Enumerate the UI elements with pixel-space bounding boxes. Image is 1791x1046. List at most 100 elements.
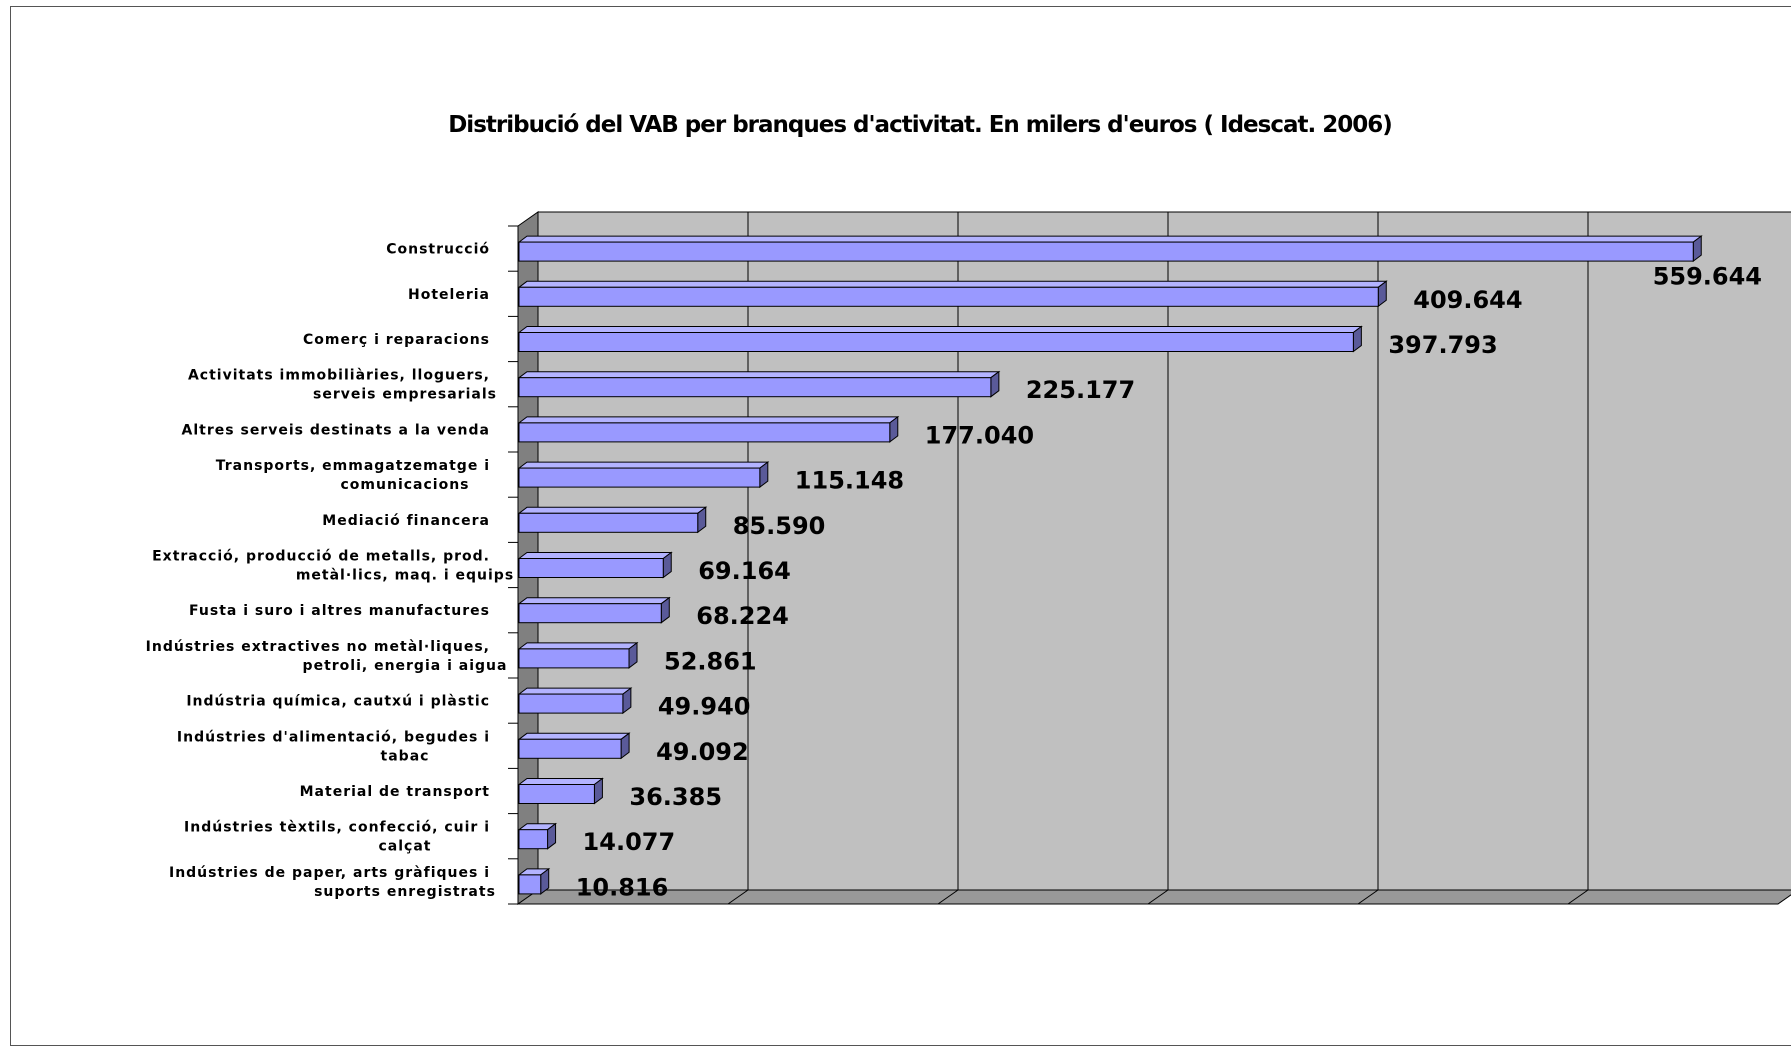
bar-top-face <box>517 371 1001 379</box>
bar <box>517 732 631 760</box>
bar-top-face <box>517 235 1703 243</box>
bar-front-face <box>518 377 992 398</box>
chart-title: Distribució del VAB per branques d'activ… <box>448 112 1393 138</box>
data-label: 10.816 <box>576 873 669 901</box>
category-label: Indústries de paper, arts gràfiques i sup… <box>169 865 496 900</box>
data-label: 397.793 <box>1388 331 1497 359</box>
floor-gridline <box>1357 889 1379 905</box>
bar <box>517 415 900 443</box>
bar-top-face <box>517 461 770 469</box>
category-label: Fusta i suro i altres manufactures <box>189 603 490 619</box>
category-label-line: metàl·lics, maq. i equips <box>296 568 514 584</box>
bar-front-face <box>518 603 662 624</box>
category-label-line: Construcció <box>386 242 490 258</box>
category-label-line: Hoteleria <box>408 287 490 303</box>
category-label-line: suports enregistrats <box>314 884 496 900</box>
data-label: 225.177 <box>1026 376 1135 404</box>
category-label: Mediació financera <box>322 513 490 529</box>
bar-front-face <box>518 512 699 533</box>
category-label-line: Transports, emmagatzematge i <box>216 458 490 474</box>
data-label: 14.077 <box>583 828 676 856</box>
bar-top-face <box>517 687 633 695</box>
data-label: 52.861 <box>664 647 757 675</box>
bar-front-face <box>518 874 542 895</box>
category-label-line: Activitats immobiliàries, lloguers, <box>188 368 490 384</box>
bar <box>517 235 1703 263</box>
bar <box>517 867 551 895</box>
category-label: Extracció, producció de metalls, prod. me… <box>152 549 514 584</box>
category-label: Indústries tèxtils, confecció, cuir i cal… <box>184 820 490 855</box>
category-label-line: Altres serveis destinats a la venda <box>182 422 490 438</box>
floor-gridline <box>1567 889 1589 905</box>
bar-front-face <box>518 738 622 759</box>
category-label-line: petroli, energia i aigua <box>303 658 508 674</box>
bar-top-face <box>517 552 673 559</box>
data-label: 177.040 <box>925 421 1034 449</box>
bar-front-face <box>518 558 664 578</box>
bar <box>517 370 1001 398</box>
bar <box>517 325 1363 353</box>
category-label-line: serveis empresarials <box>313 387 497 403</box>
category-label: Construcció <box>386 242 490 258</box>
bar <box>517 551 673 579</box>
category-label: Indústries extractives no metàl·liques, p… <box>146 639 508 674</box>
bar <box>517 280 1388 308</box>
category-label-line: Indústries de paper, arts gràfiques i <box>169 865 490 881</box>
bar-front-face <box>518 332 1354 352</box>
category-label: Altres serveis destinats a la venda <box>182 422 490 438</box>
data-label: 559.644 <box>1653 263 1762 291</box>
floor <box>516 889 1791 905</box>
category-label-line: Indústries d'alimentació, begudes i <box>177 729 490 745</box>
category-label-line: Extracció, producció de metalls, prod. <box>152 549 490 565</box>
bar-top-face <box>517 280 1388 288</box>
bar <box>517 641 639 669</box>
bars <box>517 235 1703 895</box>
category-label-line: calçat <box>379 839 432 855</box>
data-label: 36.385 <box>629 783 722 811</box>
category-label-line: comunicacions <box>341 477 470 493</box>
category-label: Indústria química, cautxú i plàstic <box>186 694 490 710</box>
category-label: Activitats immobiliàries, lloguers, serve… <box>188 368 497 403</box>
bar-front-face <box>518 286 1379 307</box>
floor-gridline <box>937 889 959 905</box>
category-label-line: Indústries tèxtils, confecció, cuir i <box>184 820 490 836</box>
bar <box>517 687 633 715</box>
floor-gridline <box>1147 889 1169 905</box>
category-labels: Construcció Hoteleria Comerç i reparacions… <box>146 242 514 900</box>
category-label-line: Material de transport <box>300 784 490 800</box>
bar-front-face <box>518 241 1694 262</box>
back-wall <box>537 211 1791 891</box>
category-label-line: Mediació financera <box>322 513 490 529</box>
category-label-line: Indústries extractives no metàl·liques, <box>146 639 490 655</box>
bar-front-face <box>518 467 761 488</box>
bar-front-face <box>518 422 891 443</box>
data-label: 49.940 <box>658 693 751 721</box>
bar-top-face <box>517 732 631 740</box>
bar <box>517 777 604 805</box>
bar-front-face <box>518 648 630 669</box>
data-label: 49.092 <box>656 738 749 766</box>
category-label: Material de transport <box>300 784 490 800</box>
bar <box>517 596 671 624</box>
bar <box>517 506 708 534</box>
data-label: 68.224 <box>696 602 789 630</box>
category-label: Comerç i reparacions <box>303 332 490 348</box>
bar-front-face <box>518 829 549 850</box>
category-label: Indústries d'alimentació, begudes i tabac <box>177 729 490 764</box>
bar <box>517 822 558 850</box>
data-label: 409.644 <box>1413 286 1522 314</box>
category-label: Hoteleria <box>408 287 490 303</box>
category-label-line: Fusta i suro i altres manufactures <box>189 603 490 619</box>
bar <box>517 461 770 489</box>
bar-front-face <box>518 693 624 714</box>
category-label-line: Indústria química, cautxú i plàstic <box>186 694 490 710</box>
category-label-line: tabac <box>381 748 430 764</box>
bar-top-face <box>517 642 639 650</box>
category-label: Transports, emmagatzematge i comunicacion… <box>216 458 490 493</box>
bar-top-face <box>517 597 671 605</box>
data-label: 69.164 <box>698 557 791 585</box>
data-label: 115.148 <box>795 467 904 495</box>
gridlines <box>508 212 1589 905</box>
bar-top-face <box>517 506 708 514</box>
data-label: 85.590 <box>733 512 826 540</box>
